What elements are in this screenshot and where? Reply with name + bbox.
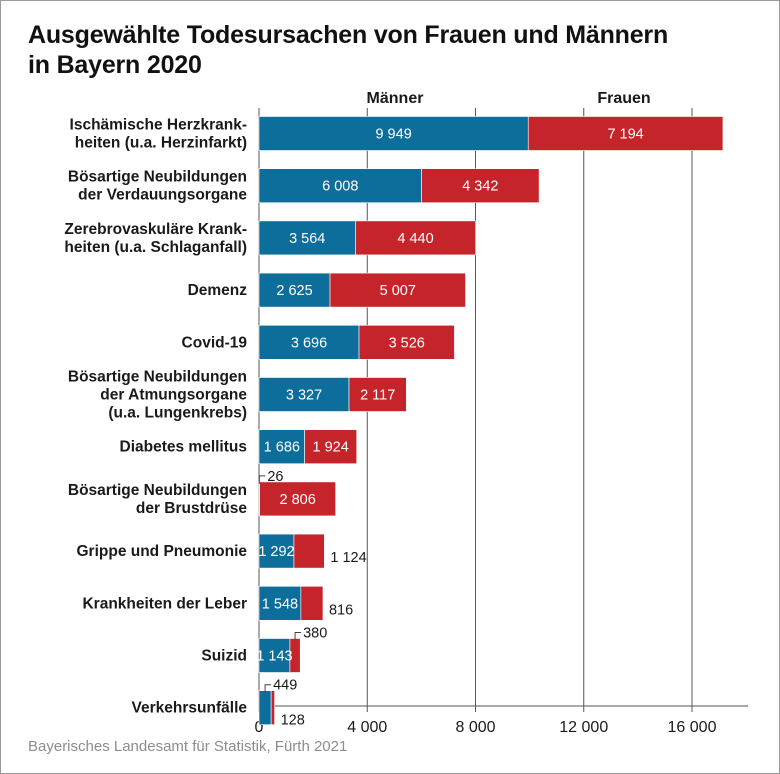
chart-title: Ausgewählte Todesursachen von Frauen und… xyxy=(28,20,748,80)
value-label-maenner-5: 3 327 xyxy=(286,388,322,404)
bar-maenner-9 xyxy=(258,585,302,621)
category-label-5-0: Bösartige Neubildungen xyxy=(68,369,247,386)
category-label-5-1: der Atmungsorgane xyxy=(100,387,247,404)
bar-maenner-10 xyxy=(258,638,291,673)
category-label-7-1: der Brustdrüse xyxy=(136,500,247,517)
value-label-frauen-11: 128 xyxy=(281,713,305,729)
bar-maenner-11 xyxy=(258,690,272,726)
bar-frauen-7 xyxy=(259,481,336,517)
value-label-frauen-5: 2 117 xyxy=(360,388,395,404)
bar-maenner-4 xyxy=(258,324,360,360)
value-label-maenner-3: 2 625 xyxy=(276,283,312,299)
value-label-maenner-0: 9 949 xyxy=(375,127,411,143)
value-label-frauen-1: 4 342 xyxy=(462,179,498,195)
bar-maenner-8 xyxy=(258,533,295,569)
value-label-frauen-9: 816 xyxy=(329,602,353,618)
legend-frauen: Frauen xyxy=(597,90,650,107)
category-label-1-0: Bösartige Neubildungen xyxy=(68,169,247,186)
bar-frauen-5 xyxy=(348,377,407,412)
bar-maenner-5 xyxy=(258,377,350,412)
value-label-frauen-8: 1 124 xyxy=(330,550,366,566)
category-label-2-1: heiten (u.a. Schlaganfall) xyxy=(64,239,247,256)
value-label-maenner-7: 26 xyxy=(267,469,283,485)
value-label-frauen-6: 1 924 xyxy=(313,440,349,456)
bar-frauen-2 xyxy=(355,220,476,256)
category-label-8-0: Grippe und Pneumonie xyxy=(76,543,247,560)
x-tick-label-12000: 12 000 xyxy=(559,719,608,736)
value-label-frauen-10: 380 xyxy=(303,626,327,642)
chart-title-line-2: in Bayern 2020 xyxy=(28,51,202,79)
category-label-7-0: Bösartige Neubildungen xyxy=(68,482,247,499)
bar-frauen-8 xyxy=(293,533,325,569)
category-label-3-0: Demenz xyxy=(188,282,248,299)
category-label-11-0: Verkehrsunfälle xyxy=(132,700,248,717)
category-label-0-1: heiten (u.a. Herzinfarkt) xyxy=(75,135,247,152)
bar-maenner-3 xyxy=(258,272,331,308)
bar-maenner-1 xyxy=(258,168,422,203)
chart-title-line-1: Ausgewählte Todesursachen von Frauen und… xyxy=(28,21,669,49)
value-label-maenner-4: 3 696 xyxy=(291,335,327,351)
bar-frauen-3 xyxy=(329,272,466,308)
category-label-2-0: Zerebrovaskuläre Krank- xyxy=(64,221,247,238)
category-label-10-0: Suizid xyxy=(201,648,247,665)
value-label-frauen-4: 3 526 xyxy=(389,335,425,351)
bar-maenner-2 xyxy=(258,220,356,256)
callout-maenner-11 xyxy=(264,684,272,693)
value-label-maenner-10: 1 143 xyxy=(256,649,292,665)
value-label-maenner-6: 1 686 xyxy=(264,440,300,456)
bar-frauen-4 xyxy=(358,324,455,360)
category-label-9-0: Krankheiten der Leber xyxy=(82,595,247,612)
value-label-frauen-3: 5 007 xyxy=(380,283,416,299)
x-tick-label-8000: 8 000 xyxy=(455,719,495,736)
value-label-frauen-7: 2 806 xyxy=(280,492,316,508)
callout-frauen-10 xyxy=(294,632,302,641)
x-tick-label-16000: 16 000 xyxy=(668,719,717,736)
category-label-5-2: (u.a. Lungenkrebs) xyxy=(108,405,247,422)
value-label-maenner-8: 1 292 xyxy=(258,544,294,560)
bar-maenner-6 xyxy=(258,429,305,465)
bar-frauen-11 xyxy=(270,690,275,726)
category-label-1-1: der Verdauungsorgane xyxy=(78,187,247,204)
bar-frauen-1 xyxy=(421,168,540,203)
value-label-maenner-2: 3 564 xyxy=(289,231,325,247)
value-label-frauen-2: 4 440 xyxy=(397,231,433,247)
value-label-maenner-9: 1 548 xyxy=(262,596,298,612)
legend-maenner: Männer xyxy=(367,90,424,107)
callout-maenner-7 xyxy=(258,475,266,484)
category-label-4-0: Covid-19 xyxy=(182,334,248,351)
source-note: Bayerisches Landesamt für Statistik, Für… xyxy=(28,738,348,755)
bar-frauen-6 xyxy=(304,429,357,465)
category-label-0-0: Ischämische Herzkrank- xyxy=(70,117,247,134)
value-label-frauen-0: 7 194 xyxy=(607,127,643,143)
x-tick-label-0: 0 xyxy=(255,719,264,736)
value-label-maenner-11: 449 xyxy=(273,678,297,694)
bar-frauen-0 xyxy=(527,116,724,151)
bar-maenner-0 xyxy=(258,116,529,151)
x-tick-label-4000: 4 000 xyxy=(347,719,387,736)
value-label-maenner-1: 6 008 xyxy=(322,179,358,195)
bar-frauen-9 xyxy=(300,585,324,621)
category-label-6-0: Diabetes mellitus xyxy=(120,439,248,456)
